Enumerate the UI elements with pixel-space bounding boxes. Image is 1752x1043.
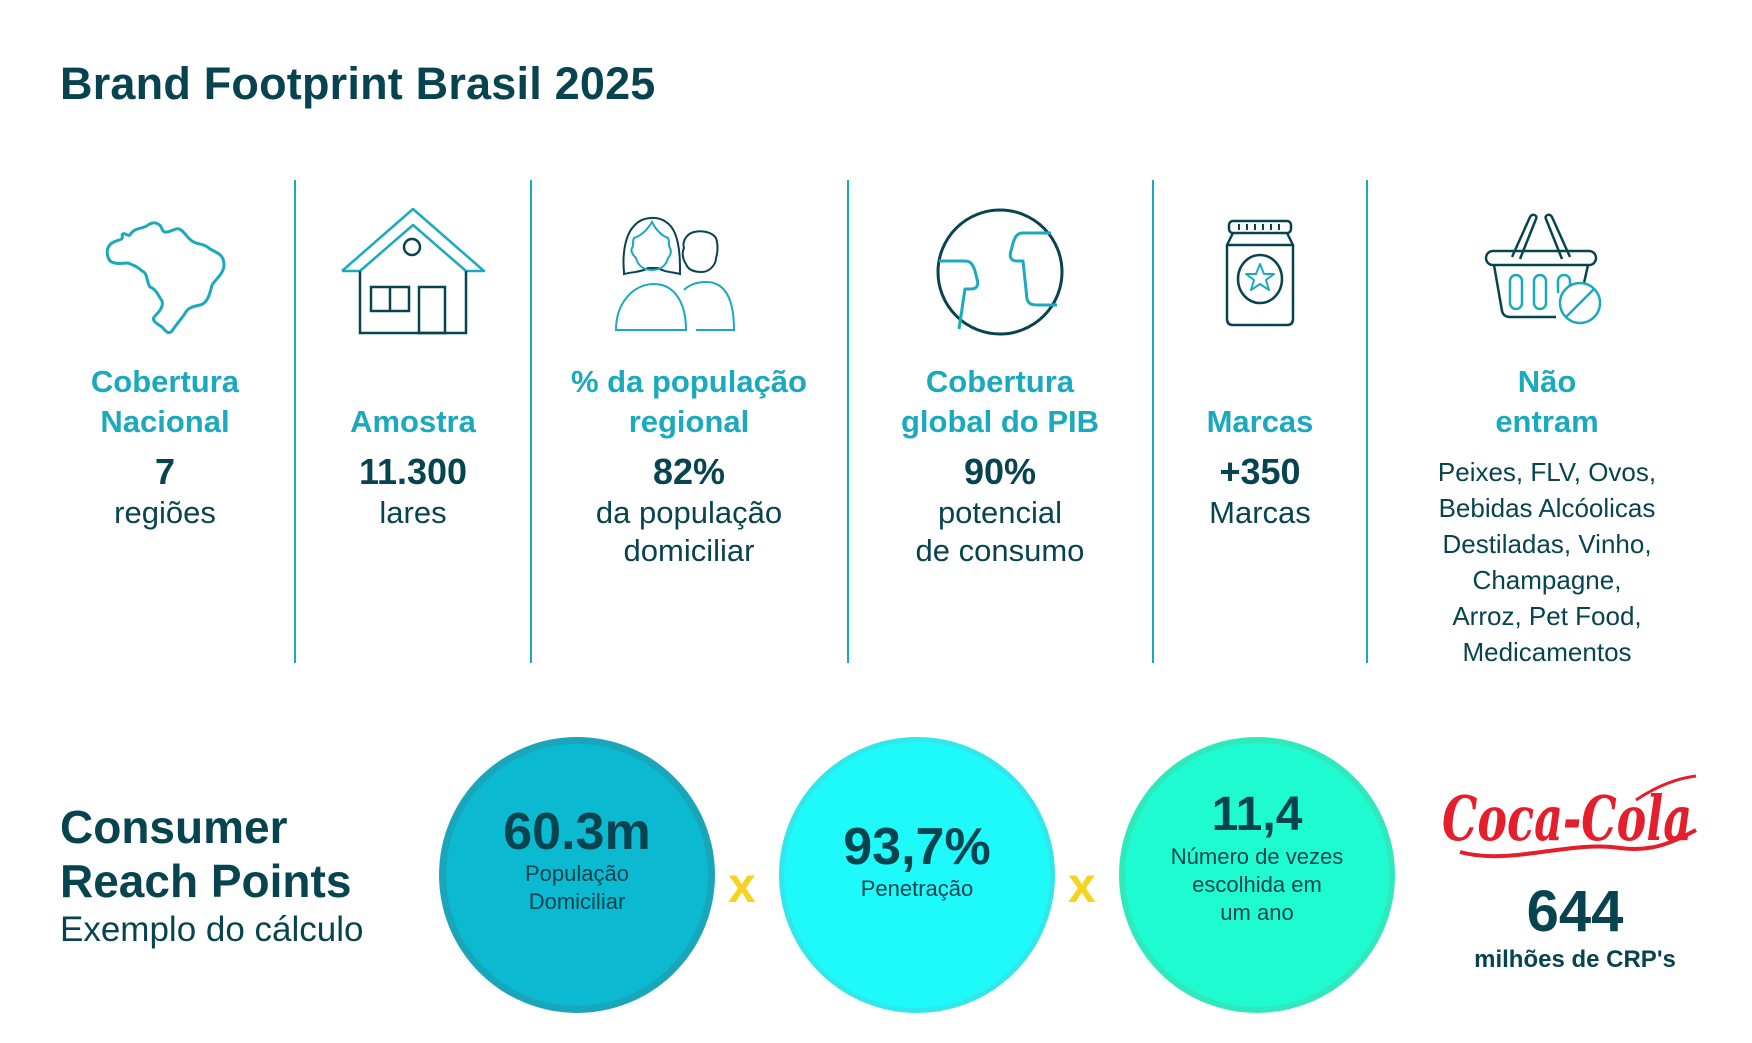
multiply-sign: x bbox=[728, 857, 756, 913]
crp-title-line: Reach Points bbox=[60, 855, 352, 907]
stat-sample: Amostra 11.300 lares bbox=[300, 180, 526, 532]
factor-label: Número de vezes escolhida em um ano bbox=[1170, 844, 1344, 925]
factor-label: Penetração bbox=[860, 876, 974, 901]
column-divider bbox=[294, 180, 296, 663]
stat-value: +350 bbox=[1219, 451, 1301, 492]
column-divider bbox=[530, 180, 532, 663]
brazil-map-icon bbox=[90, 202, 240, 342]
stat-label: Cobertura global do PIB bbox=[900, 364, 1100, 439]
excluded-categories-list: Peixes, FLV, Ovos, Bebidas Alcóolicas De… bbox=[1437, 457, 1657, 667]
column-divider bbox=[1366, 180, 1368, 663]
stat-national-coverage: Cobertura Nacional 7 regiões bbox=[40, 180, 290, 532]
stat-brands: Marcas +350 Marcas bbox=[1158, 180, 1362, 532]
factor-label: População Domiciliar bbox=[525, 861, 629, 914]
factor-value: 60.3m bbox=[503, 803, 651, 861]
globe-icon bbox=[925, 202, 1075, 342]
stat-value: 11.300 bbox=[358, 451, 468, 492]
crp-result-value: 644 bbox=[1526, 879, 1624, 944]
stat-description: da população domiciliar bbox=[595, 495, 783, 568]
people-icon bbox=[614, 202, 764, 342]
stat-label: Cobertura Nacional bbox=[90, 364, 240, 439]
stat-value: 90% bbox=[963, 451, 1037, 492]
crp-result-label: milhões de CRP's bbox=[1474, 946, 1676, 973]
crp-title: Consumer Reach Points bbox=[60, 800, 351, 908]
stat-excluded-categories: Não entram Peixes, FLV, Ovos, Bebidas Al… bbox=[1372, 180, 1722, 670]
factor-circle-penetration: 93,7% Penetração bbox=[779, 737, 1055, 1013]
column-divider bbox=[1152, 180, 1154, 663]
stat-description: regiões bbox=[114, 495, 216, 530]
jar-icon bbox=[1185, 202, 1335, 342]
multiply-sign: x bbox=[1068, 857, 1096, 913]
stat-label: Amostra bbox=[350, 404, 476, 439]
page-title: Brand Footprint Brasil 2025 bbox=[60, 58, 656, 109]
stat-description: Marcas bbox=[1209, 495, 1311, 530]
stat-label: Não entram bbox=[1495, 364, 1599, 439]
stat-label: % da população regional bbox=[571, 364, 807, 439]
column-divider bbox=[847, 180, 849, 663]
crp-subtitle: Exemplo do cálculo bbox=[60, 910, 364, 949]
factor-value: 11,4 bbox=[1211, 788, 1303, 841]
stat-gdp-coverage: Cobertura global do PIB 90% potencial de… bbox=[853, 180, 1147, 570]
basket-blocked-icon bbox=[1472, 202, 1622, 342]
stat-description: potencial de consumo bbox=[915, 495, 1085, 568]
stat-label: Marcas bbox=[1206, 404, 1314, 439]
crp-title-line: Consumer bbox=[60, 801, 288, 853]
coca-cola-logo: Coca-Cola bbox=[1440, 770, 1700, 870]
stat-description: lares bbox=[379, 495, 447, 530]
factor-value: 93,7% bbox=[843, 818, 991, 876]
svg-text:Coca-Cola: Coca-Cola bbox=[1442, 782, 1692, 855]
stat-value: 7 bbox=[154, 451, 176, 492]
stat-value: 82% bbox=[652, 451, 726, 492]
factor-circle-frequency: 11,4 Número de vezes escolhida em um ano bbox=[1119, 737, 1395, 1013]
stat-regional-population: % da população regional 82% da população… bbox=[536, 180, 842, 570]
factor-circle-population: 60.3m População Domiciliar bbox=[439, 737, 715, 1013]
stats-row: Cobertura Nacional 7 regiões Amostra 11.… bbox=[0, 180, 1752, 667]
house-icon bbox=[338, 202, 488, 342]
